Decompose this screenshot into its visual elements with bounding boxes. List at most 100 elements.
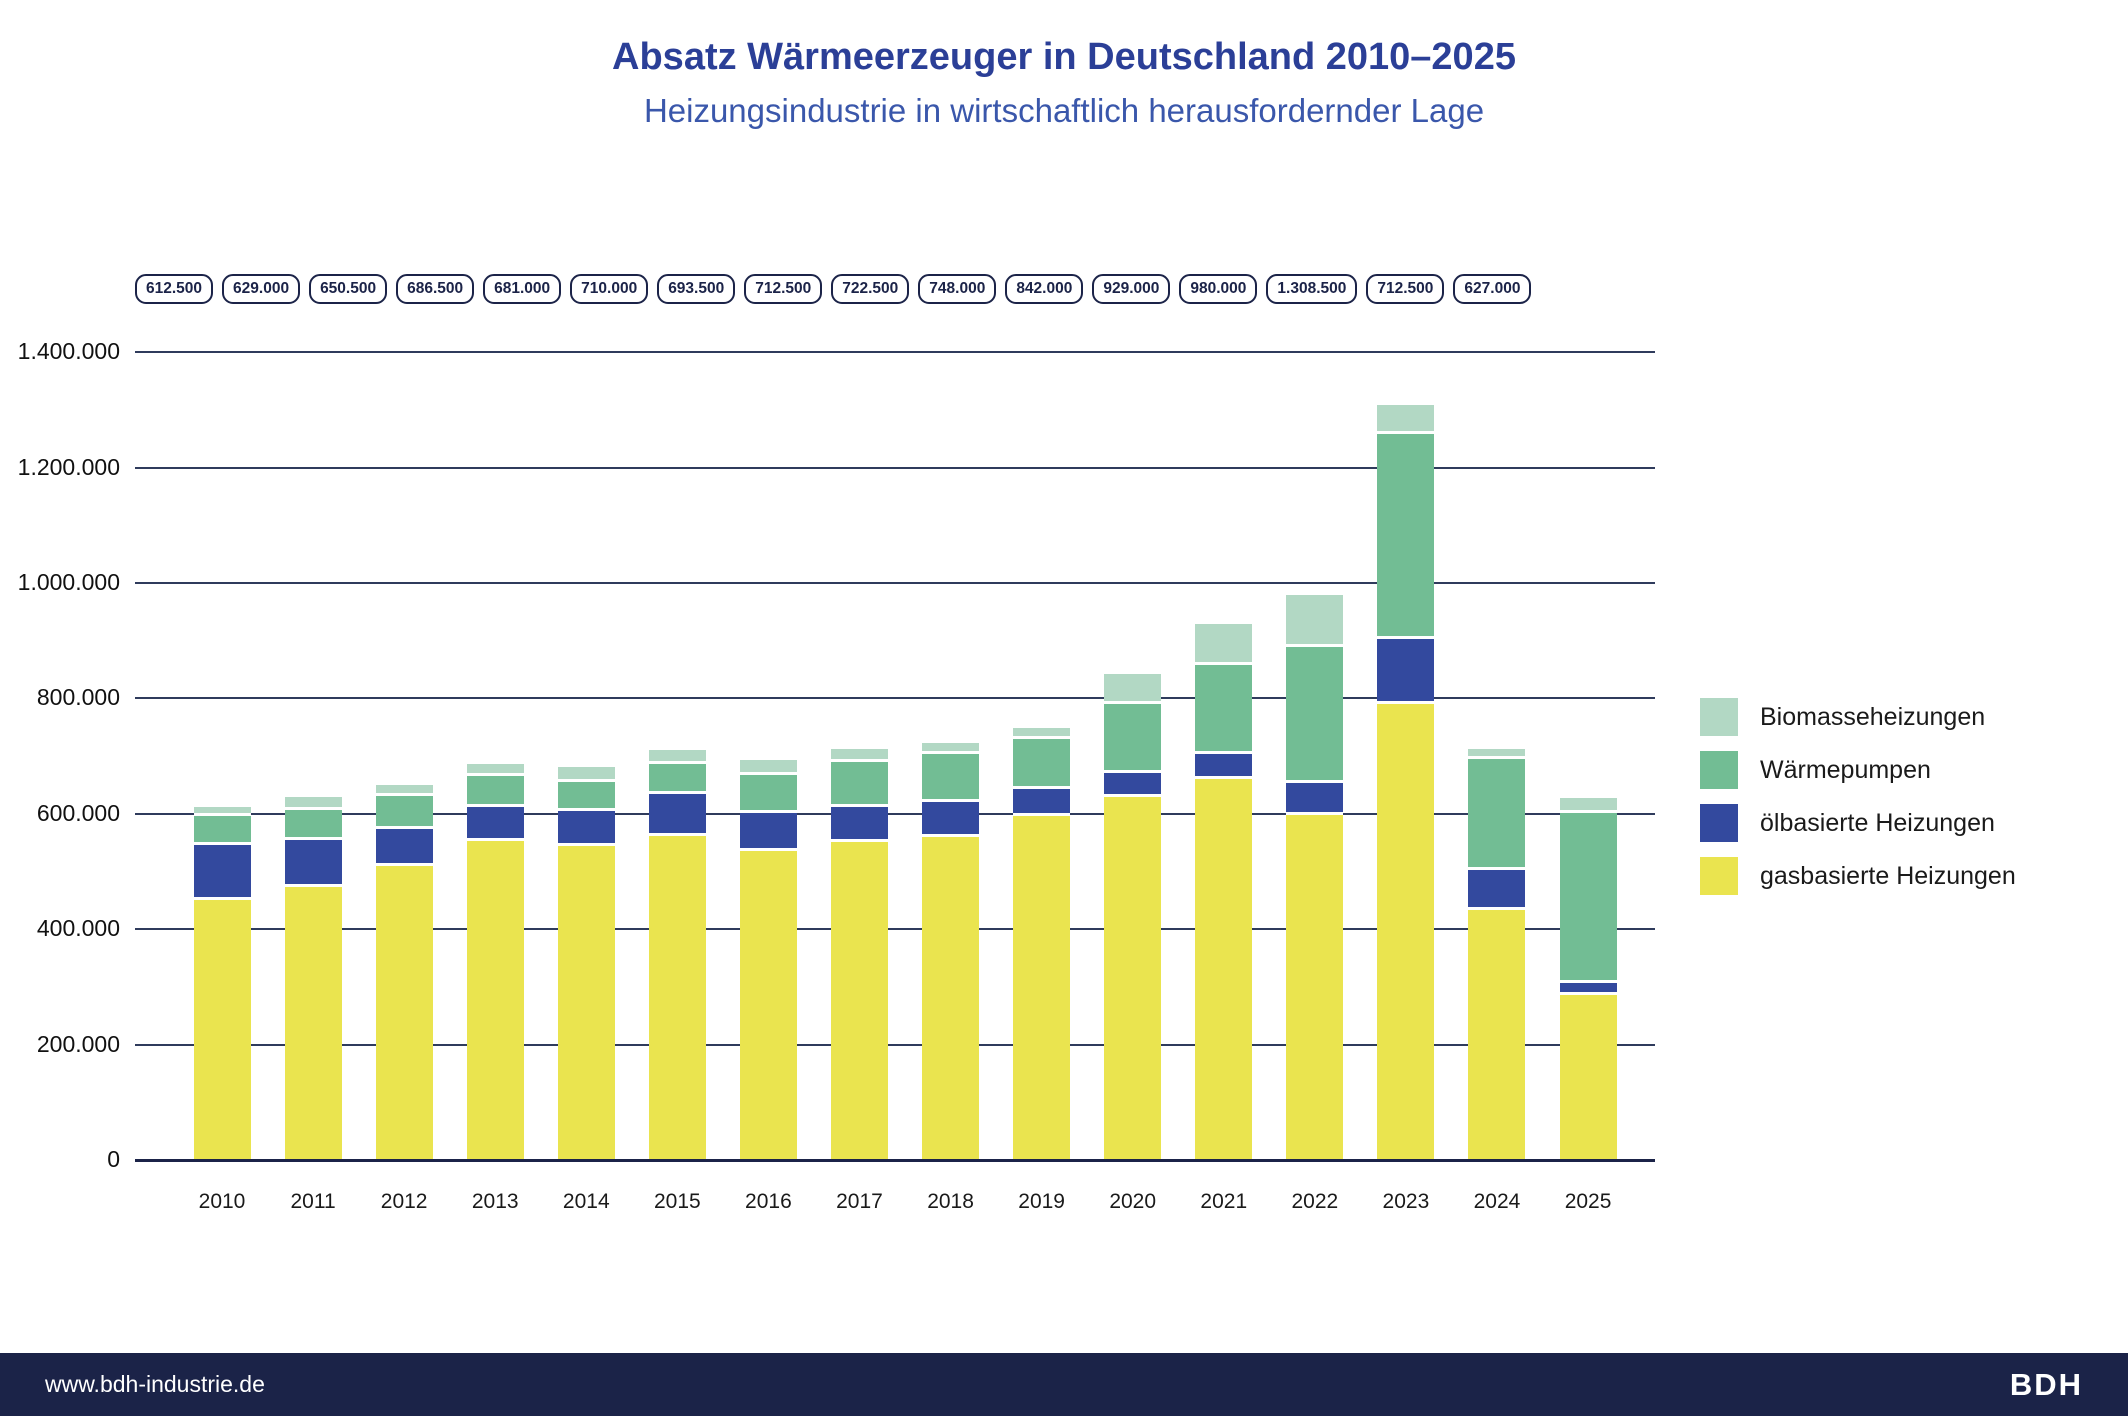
- x-axis-label-2018: 2018: [927, 1190, 974, 1213]
- legend-label-waermepumpen: Wärmepumpen: [1760, 755, 1931, 784]
- x-axis-label-2016: 2016: [745, 1190, 792, 1213]
- bar-segment-oelbasierte-heizungen-2012: [375, 828, 433, 866]
- legend-swatch-waermepumpen: [1700, 751, 1738, 789]
- y-axis-tick-label: 600.000: [36, 799, 120, 826]
- y-axis-tick-label: 800.000: [36, 684, 120, 711]
- bar-segment-waermepumpen-2023: [1377, 433, 1435, 640]
- total-label-2017: 712.500: [744, 274, 823, 304]
- bar-segment-waermepumpen-2012: [375, 795, 433, 829]
- gridline-800-000: [135, 697, 1655, 700]
- bar-segment-gasbasierte-heizungen-2017: [830, 841, 888, 1160]
- stacked-bar-2012: [375, 784, 433, 1160]
- legend-swatch-gasbasierte-heizungen: [1700, 857, 1738, 895]
- total-label-2010: 612.500: [135, 274, 214, 304]
- gridline-600-000: [135, 812, 1655, 815]
- stacked-bar-2022: [1286, 594, 1344, 1160]
- stacked-bar-2023: [1377, 405, 1435, 1160]
- bar-segment-waermepumpen-2013: [466, 776, 524, 808]
- footer-website-url: www.bdh-industrie.de: [45, 1371, 265, 1397]
- bar-segment-gasbasierte-heizungen-2016: [739, 850, 797, 1160]
- total-label-2025: 627.000: [1453, 274, 1532, 304]
- bar-segment-oelbasierte-heizungen-2025: [1559, 983, 1617, 996]
- stacked-bar-2015: [648, 750, 706, 1160]
- bar-segment-waermepumpen-2010: [193, 816, 251, 845]
- gridline-400-000: [135, 928, 1655, 931]
- x-axis-label-2024: 2024: [1473, 1190, 1521, 1213]
- legend-swatch-oelbasierte-heizungen: [1700, 804, 1738, 842]
- bar-segment-waermepumpen-2015: [648, 764, 706, 795]
- bar-segment-gasbasierte-heizungen-2019: [1013, 816, 1071, 1160]
- bar-segment-gasbasierte-heizungen-2022: [1286, 814, 1344, 1160]
- legend-swatch-biomasseheizungen: [1700, 698, 1738, 736]
- x-axis-label-2014: 2014: [562, 1190, 610, 1213]
- bdh-logo: BDH: [2009, 1366, 2083, 1402]
- total-label-2018: 722.500: [831, 274, 910, 304]
- bar-segment-waermepumpen-2025: [1559, 812, 1617, 984]
- total-label-2016: 693.500: [657, 274, 736, 304]
- stacked-bar-2018: [922, 743, 980, 1160]
- bar-segment-oelbasierte-heizungen-2024: [1468, 870, 1526, 911]
- y-axis-tick-label: 0: [107, 1146, 120, 1172]
- bar-segment-oelbasierte-heizungen-2013: [466, 807, 524, 842]
- bar-segment-biomasseheizungen-2025: [1559, 798, 1617, 813]
- bar-segment-gasbasierte-heizungen-2018: [922, 836, 980, 1160]
- bar-segment-gasbasierte-heizungen-2023: [1377, 703, 1435, 1160]
- bar-segment-oelbasierte-heizungen-2010: [193, 844, 251, 901]
- x-axis-baseline: [135, 1159, 1655, 1162]
- bar-segment-gasbasierte-heizungen-2024: [1468, 910, 1526, 1160]
- stacked-bar-2010: [193, 806, 251, 1160]
- chart-subtitle: Heizungsindustrie in wirtschaftlich hera…: [643, 92, 1485, 129]
- total-label-2019: 748.000: [918, 274, 997, 304]
- y-axis-tick-label: 1.400.000: [17, 338, 120, 365]
- bar-segment-oelbasierte-heizungen-2016: [739, 812, 797, 851]
- bar-segment-biomasseheizungen-2023: [1377, 405, 1435, 434]
- y-axis-tick-label: 1.200.000: [17, 453, 120, 480]
- y-axis-tick-label: 400.000: [36, 915, 120, 942]
- bar-segment-waermepumpen-2020: [1104, 703, 1162, 774]
- bar-segment-waermepumpen-2016: [739, 774, 797, 813]
- bar-segment-biomasseheizungen-2018: [922, 743, 980, 754]
- bar-segment-oelbasierte-heizungen-2011: [284, 840, 342, 888]
- x-axis-label-2017: 2017: [836, 1190, 883, 1213]
- bar-segment-biomasseheizungen-2019: [1013, 728, 1071, 740]
- bar-segment-gasbasierte-heizungen-2012: [375, 865, 433, 1160]
- bar-segment-waermepumpen-2024: [1468, 758, 1526, 871]
- legend-item-oelbasierte-heizungen: ölbasierte Heizungen: [1700, 804, 2016, 842]
- bar-segment-oelbasierte-heizungen-2017: [830, 807, 888, 842]
- gridline-200-000: [135, 1043, 1655, 1046]
- bar-segment-waermepumpen-2011: [284, 810, 342, 841]
- x-axis-label-2020: 2020: [1109, 1190, 1157, 1213]
- bar-segment-waermepumpen-2017: [830, 762, 888, 808]
- legend-label-biomasseheizungen: Biomasseheizungen: [1760, 702, 1986, 731]
- gridline-1-200-000: [135, 466, 1655, 469]
- total-label-2024: 712.500: [1366, 274, 1445, 304]
- stacked-bar-2020: [1104, 674, 1162, 1160]
- bar-segment-gasbasierte-heizungen-2010: [193, 900, 251, 1160]
- stacked-bar-2011: [284, 797, 342, 1160]
- x-axis-label-2013: 2013: [471, 1190, 519, 1213]
- bar-segment-gasbasierte-heizungen-2015: [648, 835, 706, 1160]
- chart-title: Absatz Wärmeerzeuger in Deutschland 2010…: [612, 36, 1516, 78]
- stacked-bar-2016: [739, 759, 797, 1160]
- bar-segment-biomasseheizungen-2024: [1468, 748, 1526, 759]
- x-axis-label-2025: 2025: [1564, 1190, 1612, 1213]
- total-label-2022: 980.000: [1179, 274, 1258, 304]
- x-axis-label-2022: 2022: [1291, 1190, 1339, 1213]
- bar-segment-biomasseheizungen-2010: [193, 806, 251, 817]
- bar-segment-biomasseheizungen-2020: [1104, 674, 1162, 704]
- bar-segment-gasbasierte-heizungen-2014: [557, 845, 615, 1160]
- stacked-bar-2025: [1559, 798, 1617, 1160]
- legend-item-gasbasierte-heizungen: gasbasierte Heizungen: [1700, 857, 2016, 895]
- bar-segment-oelbasierte-heizungen-2014: [557, 811, 615, 846]
- y-axis-tick-label: 200.000: [36, 1030, 120, 1057]
- bar-segment-waermepumpen-2019: [1013, 739, 1071, 789]
- bar-segment-gasbasierte-heizungen-2020: [1104, 797, 1162, 1160]
- legend-label-oelbasierte-heizungen: ölbasierte Heizungen: [1760, 808, 1995, 837]
- bar-segment-biomasseheizungen-2016: [739, 759, 797, 775]
- x-axis-label-2011: 2011: [290, 1190, 336, 1213]
- stacked-bar-2014: [557, 767, 615, 1160]
- x-axis-label-2010: 2010: [198, 1190, 246, 1213]
- total-label-2013: 686.500: [396, 274, 475, 304]
- total-labels-row: 612.500 629.000 650.500 686.500 681.000 710.0…: [135, 274, 1532, 304]
- bar-segment-oelbasierte-heizungen-2022: [1286, 783, 1344, 815]
